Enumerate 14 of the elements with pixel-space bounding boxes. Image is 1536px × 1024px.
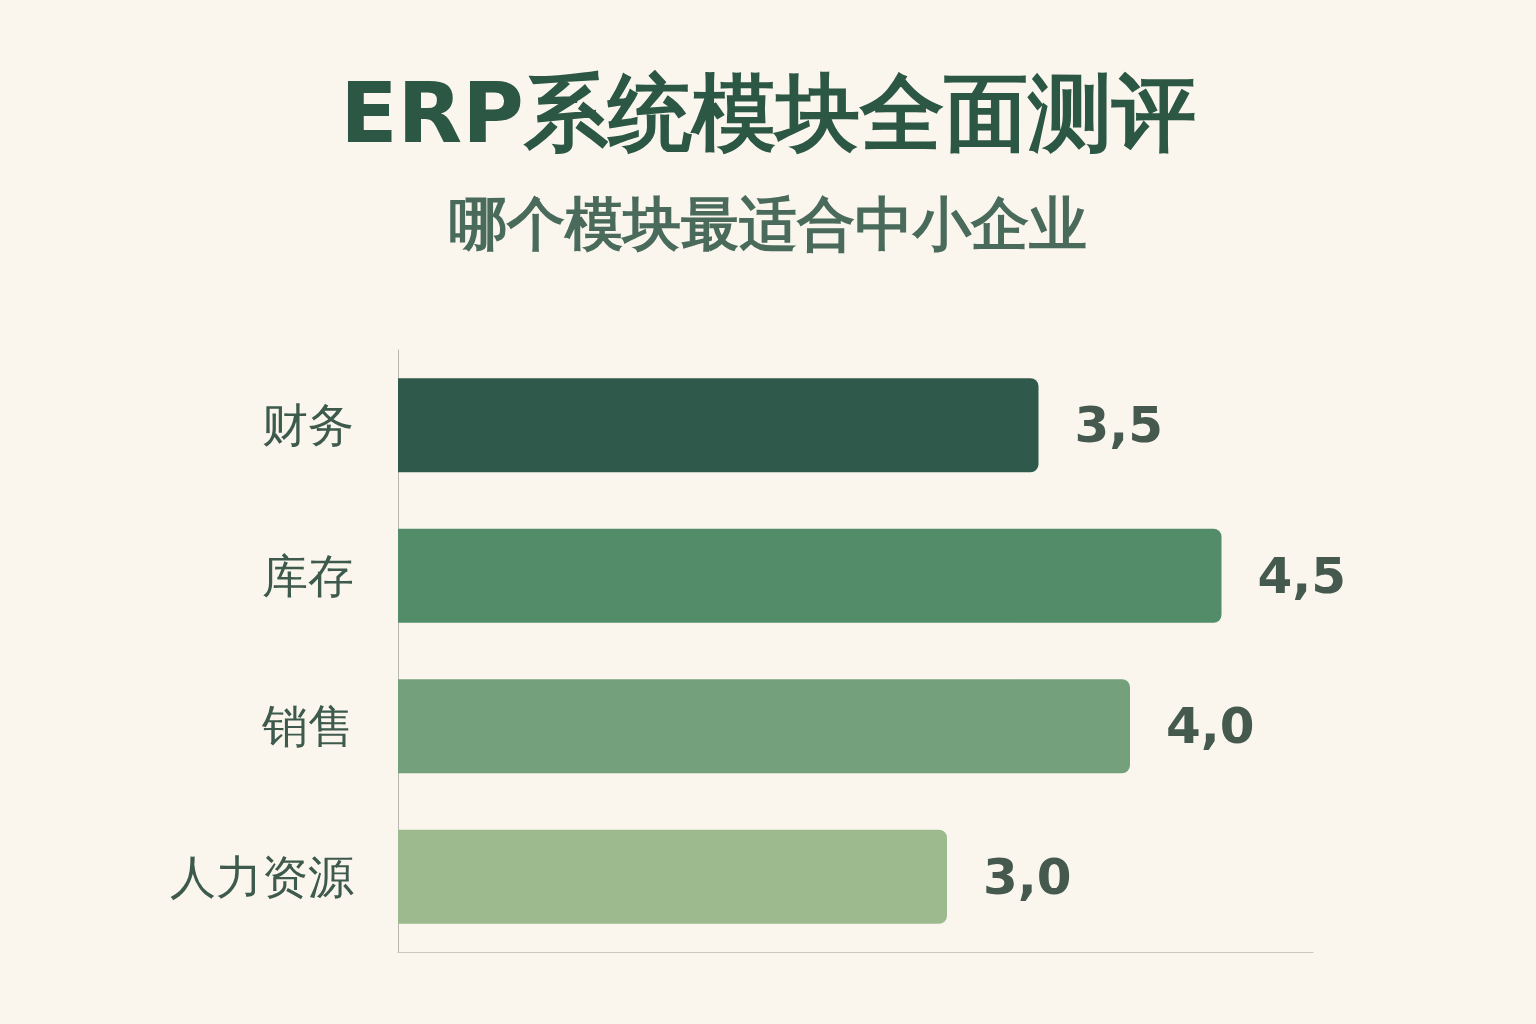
data-label: 3,5 bbox=[1074, 396, 1164, 455]
data-label: 4,0 bbox=[1166, 697, 1255, 756]
bar bbox=[398, 829, 947, 924]
bar bbox=[398, 378, 1039, 473]
data-label: 4,5 bbox=[1257, 546, 1347, 605]
bar bbox=[398, 528, 1222, 623]
data-label: 3,0 bbox=[983, 847, 1072, 906]
y-tick-label: 人力资源 bbox=[170, 849, 354, 904]
bar bbox=[398, 679, 1130, 774]
chart-subtitle: 哪个模块最适合中小企业 bbox=[449, 190, 1087, 258]
y-tick-label: 财务 bbox=[262, 398, 354, 453]
y-tick-label: 销售 bbox=[261, 699, 354, 754]
chart-title: ERP系统模块全面测评 bbox=[340, 64, 1196, 162]
y-tick-label: 库存 bbox=[262, 548, 354, 603]
